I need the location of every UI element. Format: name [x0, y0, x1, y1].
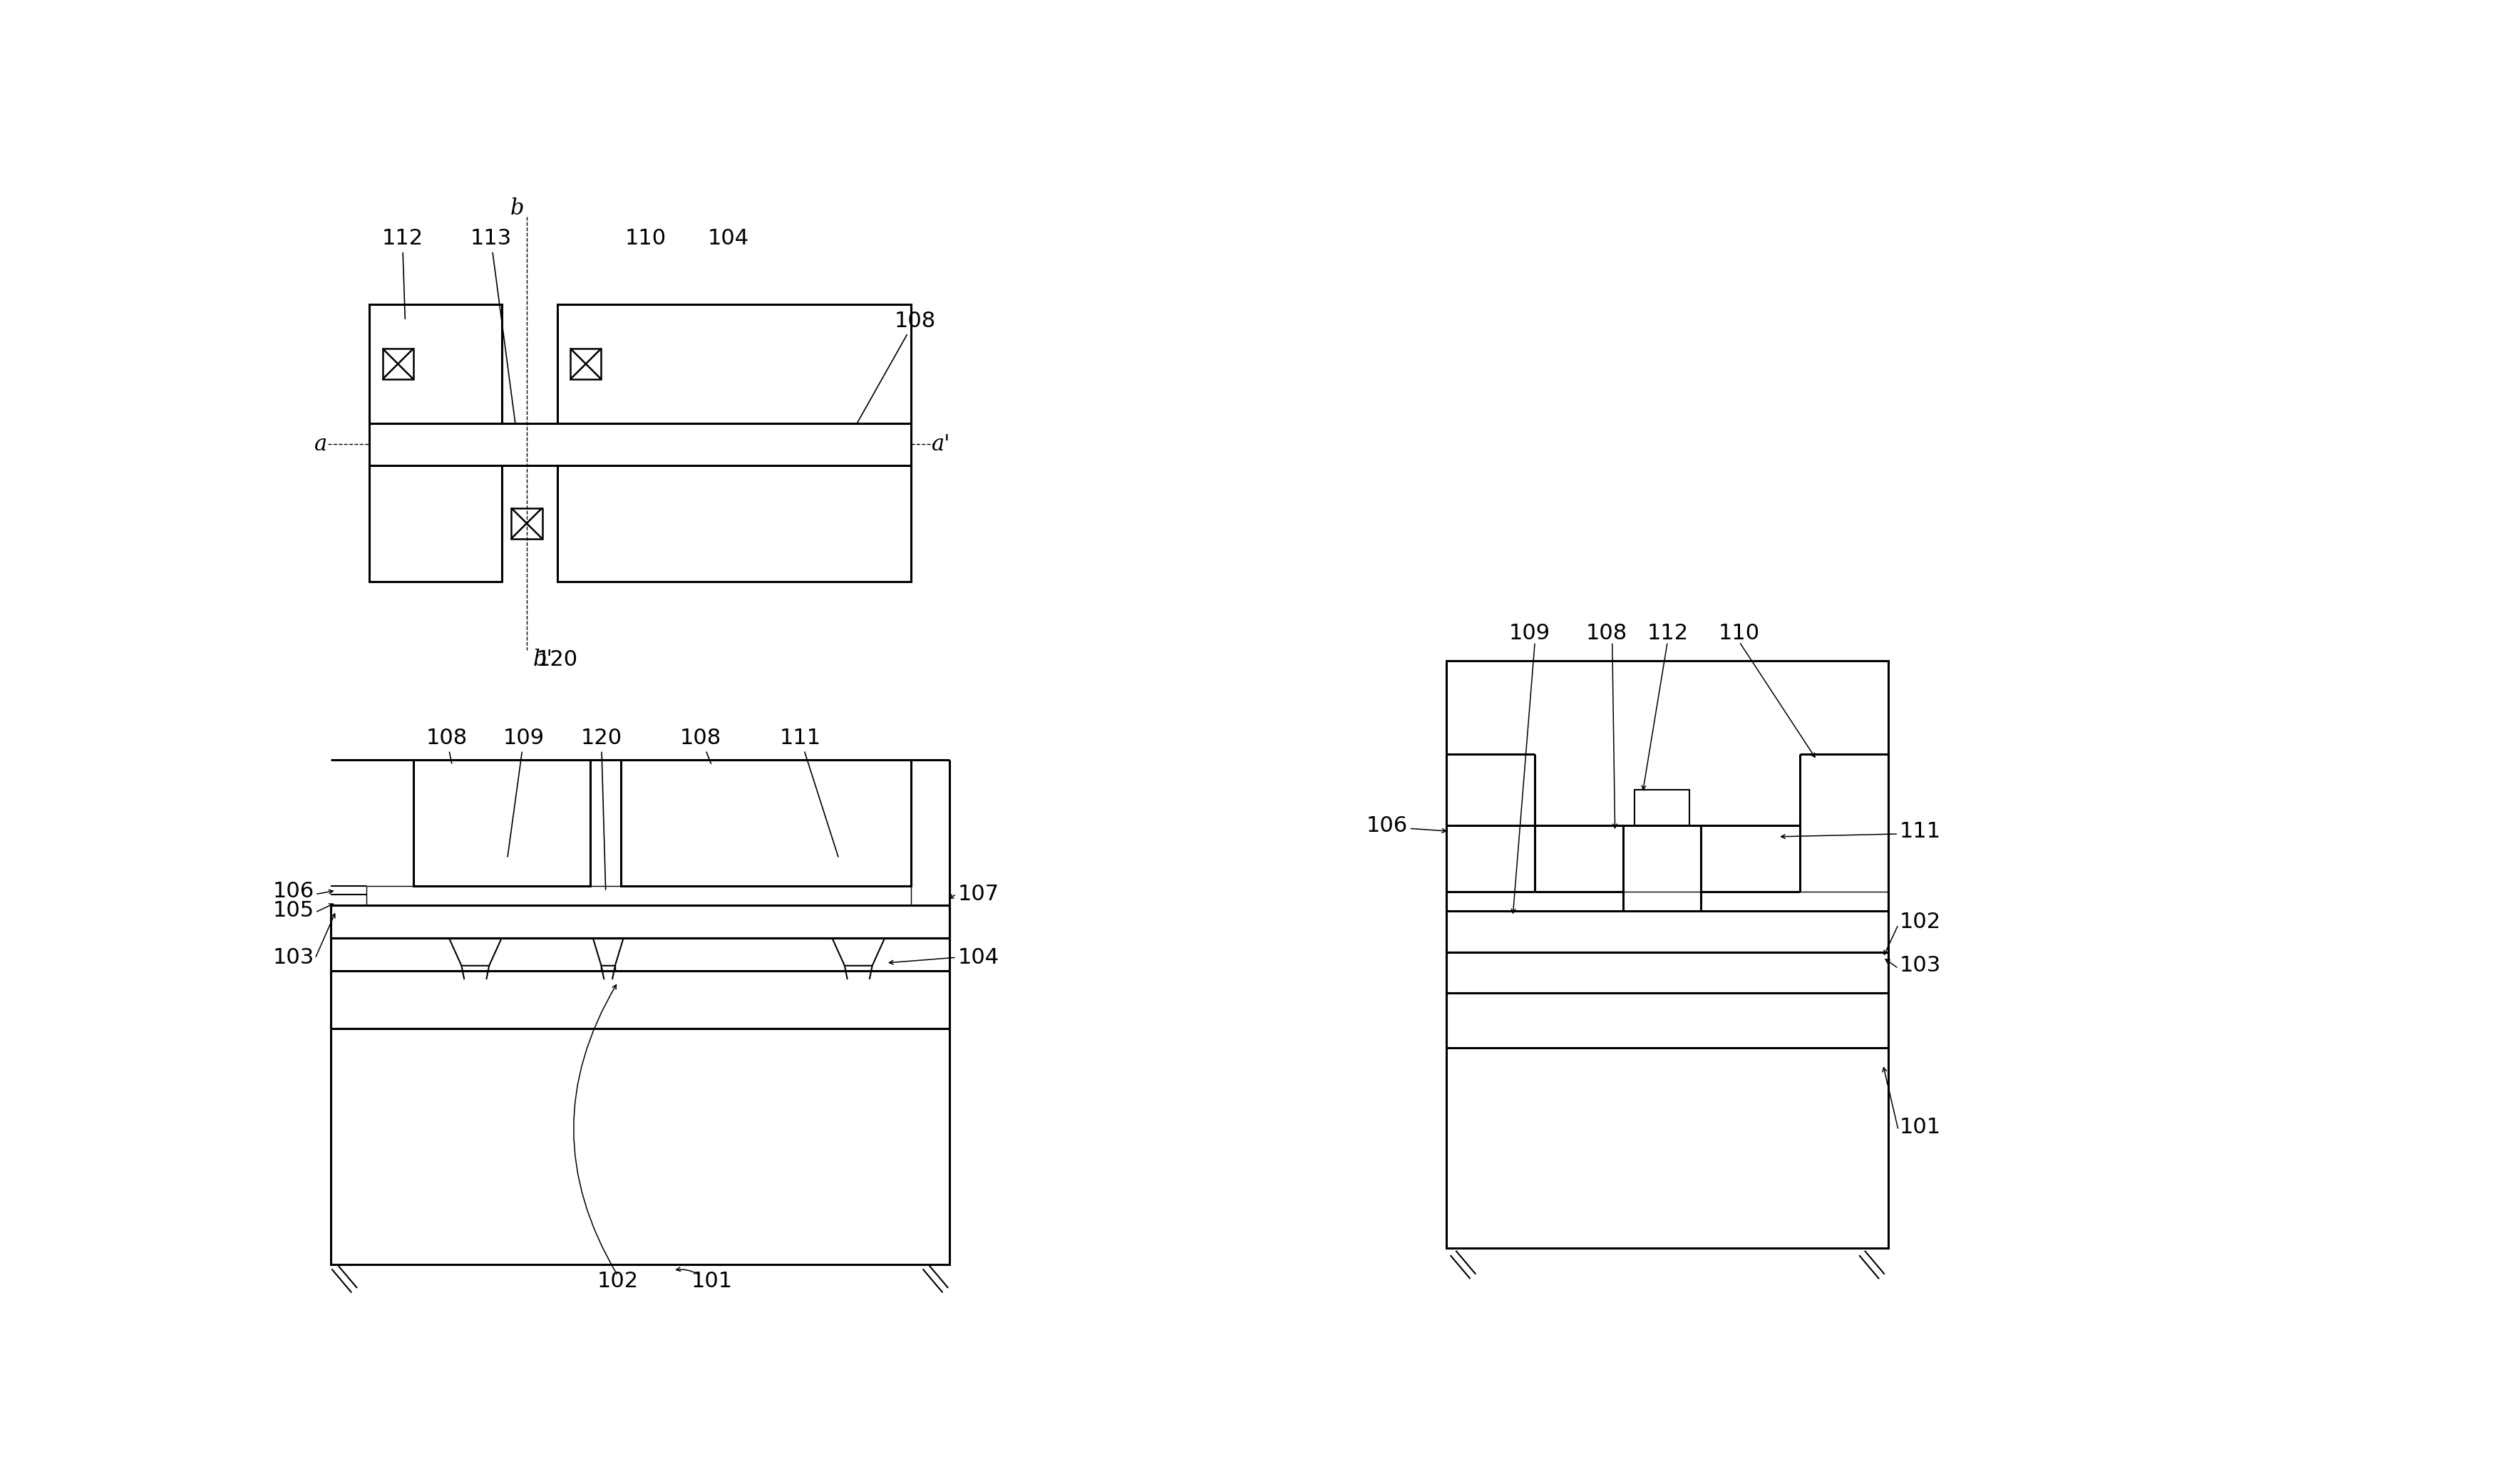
Text: 109: 109 — [502, 727, 545, 856]
Bar — [382, 349, 414, 380]
Bar — [332, 1028, 950, 1264]
Text: 108: 108 — [1585, 623, 1628, 644]
Text: 103: 103 — [1899, 956, 1942, 976]
Text: 102: 102 — [598, 1270, 638, 1291]
Bar — [558, 464, 912, 582]
Text: 102: 102 — [1899, 911, 1942, 932]
Text: 120: 120 — [538, 650, 578, 671]
Text: 110: 110 — [625, 229, 666, 249]
Bar — [558, 304, 912, 423]
Bar — [369, 423, 912, 464]
Text: 108: 108 — [427, 727, 467, 763]
Text: 101: 101 — [691, 1270, 734, 1291]
Bar — [620, 760, 912, 886]
Text: 105: 105 — [274, 901, 314, 922]
Bar — [1447, 951, 1889, 993]
Text: 112: 112 — [382, 229, 422, 319]
Bar — [1635, 789, 1691, 825]
Bar — [570, 349, 600, 380]
Text: 104: 104 — [708, 229, 749, 249]
Text: 106: 106 — [1367, 815, 1407, 835]
Text: b: b — [510, 197, 525, 220]
Bar — [367, 886, 912, 905]
Text: 111: 111 — [1899, 821, 1942, 841]
Bar — [414, 760, 590, 886]
Bar — [512, 508, 543, 539]
Text: 111: 111 — [779, 727, 839, 856]
Text: 106: 106 — [274, 881, 314, 902]
Text: 101: 101 — [1899, 1117, 1942, 1138]
Bar — [332, 938, 950, 971]
Text: 108: 108 — [681, 727, 721, 763]
Text: 108: 108 — [857, 310, 934, 424]
Bar — [1447, 993, 1889, 1048]
Bar — [1447, 660, 1889, 1248]
Text: 109: 109 — [1510, 623, 1550, 644]
Text: a': a' — [932, 433, 950, 456]
Text: b': b' — [533, 649, 553, 671]
Text: 113: 113 — [470, 229, 515, 424]
Text: 104: 104 — [957, 947, 1000, 968]
Bar — [332, 905, 950, 938]
Text: a: a — [314, 433, 327, 456]
Bar — [332, 971, 950, 1028]
Text: 107: 107 — [957, 884, 1000, 905]
Text: 120: 120 — [580, 727, 623, 889]
Text: 103: 103 — [271, 947, 314, 968]
Bar — [369, 464, 502, 582]
Bar — [369, 304, 502, 423]
Text: 110: 110 — [1718, 623, 1761, 644]
Bar — [1447, 911, 1889, 951]
Text: 112: 112 — [1648, 623, 1688, 644]
